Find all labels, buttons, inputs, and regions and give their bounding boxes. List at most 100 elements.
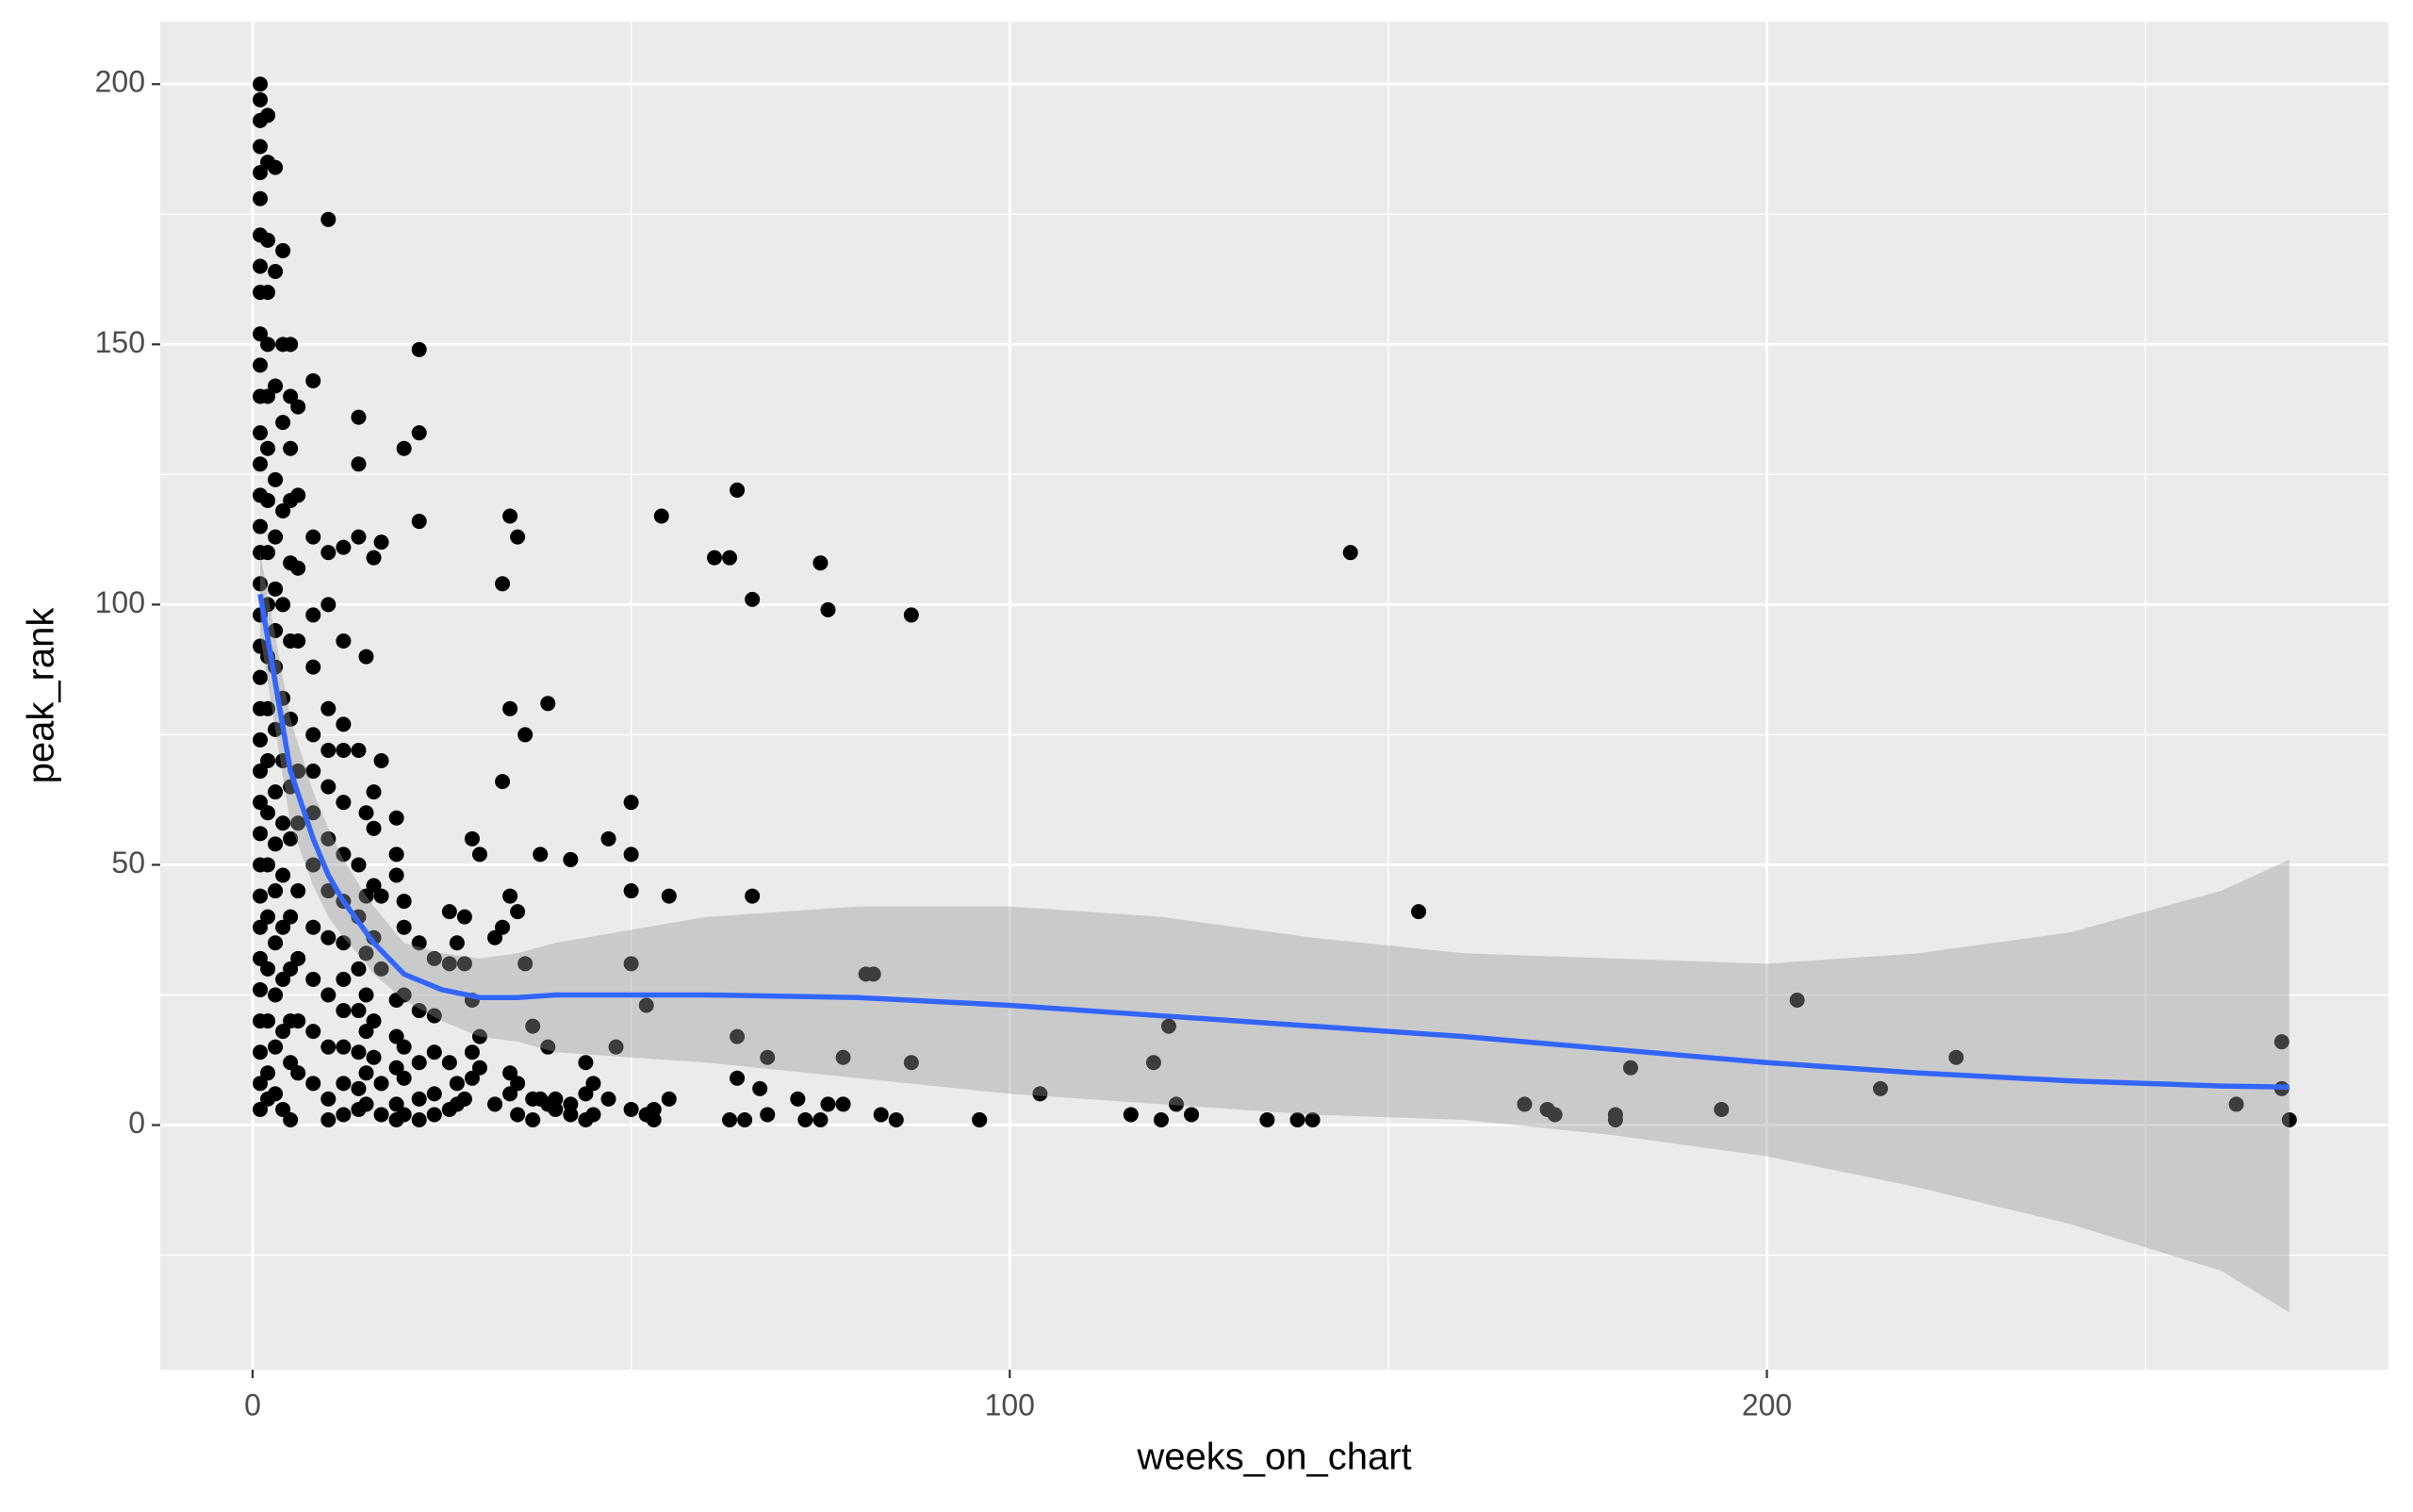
point: [873, 1107, 889, 1123]
point: [320, 987, 337, 1003]
point: [745, 888, 761, 904]
point: [563, 1107, 579, 1123]
point: [411, 1055, 427, 1071]
point: [722, 550, 738, 566]
point: [253, 950, 269, 966]
point: [283, 1111, 299, 1127]
point: [563, 1096, 579, 1112]
point: [646, 1111, 662, 1127]
point: [253, 76, 269, 92]
point: [373, 753, 389, 769]
point: [283, 388, 299, 404]
point: [283, 830, 299, 846]
point: [290, 1065, 306, 1081]
point: [268, 581, 284, 597]
point: [366, 550, 382, 566]
point: [388, 1096, 404, 1112]
point: [268, 935, 284, 951]
point: [578, 1055, 594, 1071]
point: [283, 711, 299, 727]
point: [548, 1101, 564, 1117]
point: [487, 1096, 503, 1112]
x-tick-label: 200: [1742, 1388, 1792, 1422]
point: [525, 1111, 541, 1127]
point: [752, 1080, 768, 1096]
point: [268, 529, 284, 545]
point: [820, 601, 836, 617]
point: [441, 1055, 457, 1071]
point: [336, 742, 352, 758]
point: [358, 987, 374, 1003]
point: [305, 607, 321, 623]
point: [411, 1003, 427, 1019]
y-tick-label: 150: [95, 325, 145, 359]
point: [411, 1111, 427, 1127]
point: [578, 1086, 594, 1102]
point: [358, 1065, 374, 1081]
point: [1607, 1111, 1623, 1127]
point: [903, 1055, 919, 1071]
point: [305, 805, 321, 821]
point: [320, 597, 337, 613]
point: [502, 700, 518, 716]
point: [260, 440, 276, 456]
point: [320, 1091, 337, 1107]
x-tick-label: 0: [244, 1388, 261, 1422]
point: [456, 956, 472, 972]
point: [268, 622, 284, 638]
point: [268, 987, 284, 1003]
point: [305, 1076, 321, 1092]
point: [320, 929, 337, 945]
point: [502, 1065, 518, 1081]
point: [290, 399, 306, 415]
x-axis-title: weeks_on_chart: [1136, 1437, 1411, 1478]
point: [396, 1039, 412, 1055]
point: [260, 492, 276, 508]
point: [253, 919, 269, 935]
point: [388, 846, 404, 863]
point: [2281, 1111, 2297, 1127]
point: [745, 591, 761, 607]
point: [260, 700, 276, 716]
point: [396, 919, 412, 935]
point: [290, 633, 306, 649]
point: [495, 774, 511, 790]
marks: [253, 76, 2297, 1313]
point: [290, 560, 306, 576]
point: [253, 669, 269, 685]
point: [268, 1039, 284, 1055]
point: [268, 1086, 284, 1102]
point: [865, 966, 881, 982]
point: [253, 888, 269, 904]
point: [517, 727, 533, 743]
point: [646, 1101, 662, 1117]
point: [253, 764, 269, 780]
point: [260, 1065, 276, 1081]
point: [260, 285, 276, 301]
point: [510, 904, 526, 920]
point: [268, 159, 284, 175]
point: [1184, 1107, 1200, 1123]
point: [275, 971, 291, 987]
point: [661, 1091, 677, 1107]
point: [2228, 1096, 2244, 1112]
point: [253, 326, 269, 342]
point: [1153, 1111, 1169, 1127]
point: [253, 258, 269, 274]
point: [525, 1018, 541, 1034]
point: [336, 795, 352, 811]
point: [336, 846, 352, 863]
point: [471, 846, 487, 863]
point: [487, 929, 503, 945]
point: [305, 372, 321, 388]
point: [260, 961, 276, 977]
point: [797, 1111, 813, 1127]
point: [253, 91, 269, 107]
point: [253, 1076, 269, 1092]
point: [835, 1096, 851, 1112]
point: [623, 795, 639, 811]
point: [1145, 1055, 1161, 1071]
point: [495, 919, 511, 935]
point: [320, 742, 337, 758]
point: [623, 956, 639, 972]
